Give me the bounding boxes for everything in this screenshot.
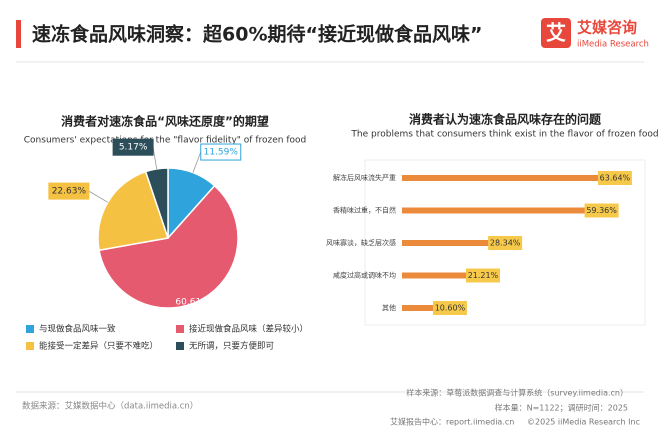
leader-line	[88, 190, 108, 203]
bar	[402, 272, 468, 279]
bar	[402, 305, 435, 311]
footer-sample-size: 样本量：N=1122；调研时间：2025	[495, 403, 628, 413]
value-label: 10.60%	[435, 304, 466, 313]
value-label: 22.63%	[52, 187, 87, 197]
legend-swatch	[176, 325, 184, 333]
value-label-box	[112, 138, 154, 156]
legend-swatch	[176, 342, 184, 350]
legend-swatch	[26, 342, 34, 350]
legend-label: 能接受一定差异（只要不难吃）	[39, 341, 158, 352]
pie-slice	[144, 167, 169, 239]
panel	[364, 159, 646, 326]
footer-copyright: ©2025 iiMedia Research Inc	[527, 418, 640, 427]
logo-mark: 艾	[546, 21, 566, 45]
chart-title: 消费者对速冻食品“风味还原度”的期望	[61, 114, 269, 129]
value-label-box	[48, 182, 90, 200]
logo-icon	[541, 18, 571, 48]
logo-en: iiMedia Research	[577, 40, 649, 50]
page-title: 速冻食品风味洞察：超60%期待“接近现做食品风味”	[32, 23, 482, 46]
logo-cn: 艾媒咨询	[577, 19, 637, 37]
pie-slice	[98, 184, 239, 309]
bar	[402, 207, 587, 214]
value-label: 60.61%	[175, 298, 210, 308]
y-tick-label: 解冻后风味流失严重	[333, 173, 396, 182]
footer-sample-source: 样本来源：草莓派数据调查与计算系统（survey.iimedia.cn）	[406, 388, 628, 398]
legend-swatch	[26, 325, 34, 333]
y-tick-label: 香精味过重，不自然	[333, 206, 396, 215]
y-tick-label: 风味寡淡，缺乏层次感	[326, 238, 396, 247]
bar	[402, 240, 491, 246]
legend-label: 与现做食品风味一致	[39, 324, 116, 335]
y-tick-label: 咸度过高或调味不均	[333, 271, 396, 280]
legend-label: 接近现做食品风味（差异较小）	[189, 324, 308, 335]
footer-report: 艾媒报告中心：report.iimedia.cn	[390, 417, 514, 427]
chart-title: 消费者认为速冻食品风味存在的问题	[409, 112, 602, 127]
value-label: 5.17%	[119, 143, 148, 153]
title-accent	[16, 20, 21, 48]
value-label: 11.59%	[204, 148, 239, 158]
footer-source: 数据来源：艾媒数据中心（data.iimedia.cn）	[22, 401, 198, 412]
y-tick-label: 其他	[382, 303, 396, 312]
legend-label: 无所谓，只要方便即可	[189, 341, 275, 352]
leader-line	[152, 147, 158, 169]
value-label-box	[597, 171, 632, 185]
value-label: 28.34%	[490, 239, 521, 248]
chart-subtitle: Consumers' expectations for the "flavor …	[24, 136, 306, 146]
bar	[402, 175, 600, 181]
chart-subtitle: The problems that consumers think exist …	[350, 130, 658, 140]
value-label-box	[584, 203, 619, 218]
value-label: 59.36%	[586, 206, 617, 215]
leader-line	[192, 151, 202, 173]
value-label-box	[465, 268, 500, 283]
pie-slice	[97, 170, 169, 252]
value-label: 21.21%	[468, 271, 499, 280]
value-label-box	[488, 236, 523, 250]
value-label-box	[432, 301, 467, 315]
value-label: 63.64%	[600, 174, 631, 183]
value-label-box	[200, 143, 242, 161]
